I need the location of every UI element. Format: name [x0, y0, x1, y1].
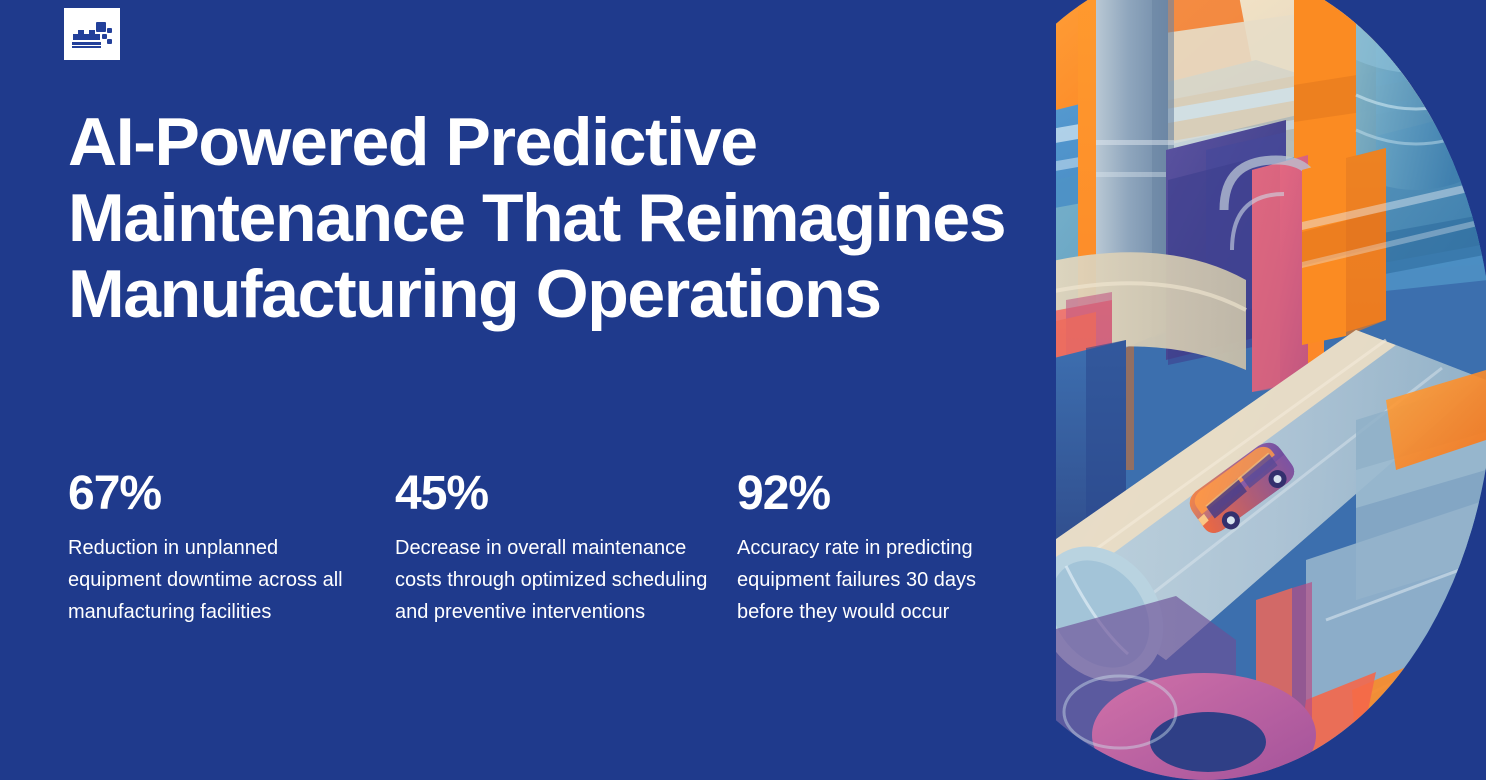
brand-logo[interactable] [64, 8, 120, 60]
stat-label: Reduction in unplanned equipment downtim… [68, 537, 343, 623]
stat-value: 45% [395, 467, 489, 520]
stat-value: 92% [737, 467, 831, 520]
stat-label: Accuracy rate in predicting equipment fa… [737, 537, 977, 623]
stat-block: 67% Reduction in unplanned equipment dow… [68, 466, 395, 628]
stepped-blocks-chart-icon [64, 8, 120, 60]
content-column: AI-Powered Predictive Maintenance That R… [68, 104, 1048, 332]
hero-illustration [1056, 0, 1486, 780]
stat-label: Decrease in overall maintenance costs th… [395, 537, 708, 623]
stats-row: 67% Reduction in unplanned equipment dow… [68, 466, 1058, 628]
stat-value: 67% [68, 467, 162, 520]
stat-block: 45% Decrease in overall maintenance cost… [395, 466, 737, 628]
isometric-industrial-pipes-illustration [1056, 0, 1486, 780]
page-title: AI-Powered Predictive Maintenance That R… [68, 104, 1007, 332]
stat-block: 92% Accuracy rate in predicting equipmen… [737, 466, 1058, 628]
